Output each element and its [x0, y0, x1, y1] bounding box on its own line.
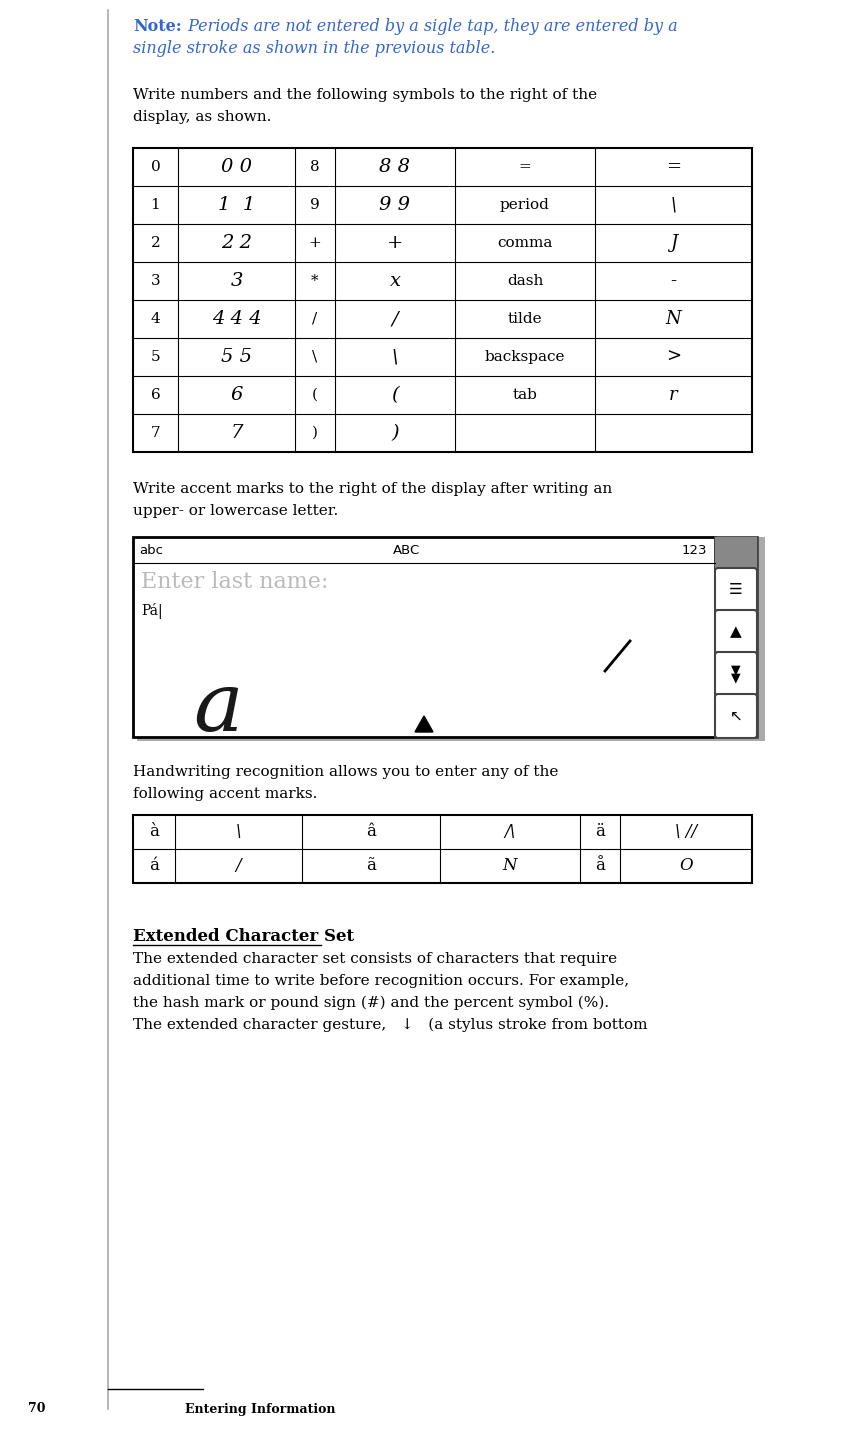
- Text: \: \: [313, 350, 318, 364]
- Text: 5: 5: [151, 350, 160, 364]
- Bar: [133, 537, 715, 737]
- Text: -: -: [670, 272, 676, 291]
- Text: 8 8: 8 8: [380, 158, 411, 176]
- Text: Handwriting recognition allows you to enter any of the: Handwriting recognition allows you to en…: [133, 766, 559, 778]
- Bar: [715, 537, 757, 737]
- Text: The extended character gesture,   ↓   (a stylus stroke from bottom: The extended character gesture, ↓ (a sty…: [133, 1017, 648, 1032]
- Text: *: *: [311, 273, 319, 288]
- Text: O: O: [680, 858, 692, 875]
- Text: 0: 0: [151, 160, 160, 174]
- Bar: [133, 814, 752, 884]
- Text: /: /: [236, 858, 242, 875]
- Text: ä: ä: [595, 823, 605, 840]
- Text: ): ): [312, 426, 318, 440]
- Text: Write numbers and the following symbols to the right of the: Write numbers and the following symbols …: [133, 88, 597, 102]
- Text: 5 5: 5 5: [221, 348, 252, 366]
- Text: period: period: [500, 199, 550, 212]
- Text: ↖: ↖: [729, 708, 742, 724]
- Text: r: r: [669, 386, 678, 404]
- Text: N: N: [503, 858, 518, 875]
- Text: a: a: [193, 668, 243, 748]
- Text: 6: 6: [231, 386, 243, 404]
- Text: dash: dash: [506, 273, 543, 288]
- Text: Extended Character Set: Extended Character Set: [133, 928, 354, 945]
- Text: 9: 9: [310, 199, 320, 212]
- Text: \: \: [392, 348, 399, 366]
- Text: ☰: ☰: [729, 583, 743, 597]
- Text: the hash mark or pound sign (#) and the percent symbol (%).: the hash mark or pound sign (#) and the …: [133, 996, 609, 1010]
- Bar: [137, 537, 765, 741]
- Text: 7: 7: [231, 425, 243, 442]
- Text: Pá|: Pá|: [141, 603, 163, 619]
- Text: +: +: [387, 235, 403, 252]
- Text: tab: tab: [512, 389, 537, 401]
- Text: 1  1: 1 1: [218, 196, 255, 214]
- Text: \ //: \ //: [675, 823, 697, 840]
- Text: 0 0: 0 0: [221, 158, 252, 176]
- FancyBboxPatch shape: [715, 652, 757, 696]
- Text: (: (: [312, 389, 318, 401]
- Text: 2: 2: [151, 236, 160, 250]
- Text: 1: 1: [151, 199, 160, 212]
- Text: 123: 123: [681, 544, 707, 557]
- Text: 7: 7: [151, 426, 160, 440]
- Text: Enter last name:: Enter last name:: [141, 571, 328, 593]
- Text: additional time to write before recognition occurs. For example,: additional time to write before recognit…: [133, 974, 629, 989]
- Text: comma: comma: [497, 236, 553, 250]
- Text: â: â: [366, 823, 376, 840]
- Text: /\: /\: [505, 823, 516, 840]
- Polygon shape: [415, 717, 433, 732]
- Text: The extended character set consists of characters that require: The extended character set consists of c…: [133, 953, 617, 966]
- Text: abc: abc: [139, 544, 163, 557]
- Text: =: =: [666, 158, 681, 176]
- Text: \: \: [236, 823, 242, 840]
- Text: x: x: [389, 272, 400, 291]
- Text: ▲: ▲: [730, 625, 742, 639]
- Bar: [133, 148, 752, 452]
- Text: ): ): [391, 425, 399, 442]
- FancyBboxPatch shape: [715, 610, 757, 653]
- Text: 3: 3: [231, 272, 243, 291]
- Text: /: /: [313, 312, 318, 327]
- Text: +: +: [309, 236, 321, 250]
- Text: >: >: [666, 348, 681, 366]
- Text: Entering Information: Entering Information: [185, 1403, 335, 1416]
- Text: 6: 6: [151, 389, 160, 401]
- Text: /: /: [392, 309, 399, 328]
- Text: 9 9: 9 9: [380, 196, 411, 214]
- Text: ▼: ▼: [731, 663, 740, 676]
- Text: ▼: ▼: [731, 672, 740, 685]
- Text: ã: ã: [366, 858, 376, 875]
- Text: upper- or lowercase letter.: upper- or lowercase letter.: [133, 504, 339, 518]
- Text: single stroke as shown in the previous table.: single stroke as shown in the previous t…: [133, 40, 495, 58]
- Text: following accent marks.: following accent marks.: [133, 787, 317, 802]
- Text: backspace: backspace: [485, 350, 566, 364]
- Text: 2 2: 2 2: [221, 235, 252, 252]
- FancyBboxPatch shape: [715, 694, 757, 738]
- Text: à: à: [149, 823, 159, 840]
- Text: á: á: [149, 858, 159, 875]
- Text: 4 4 4: 4 4 4: [212, 309, 261, 328]
- Text: tilde: tilde: [507, 312, 542, 327]
- Text: 8: 8: [310, 160, 320, 174]
- Text: (: (: [391, 386, 399, 404]
- Text: Write accent marks to the right of the display after writing an: Write accent marks to the right of the d…: [133, 482, 612, 496]
- Text: =: =: [518, 160, 531, 174]
- Text: 4: 4: [151, 312, 160, 327]
- Text: ABC: ABC: [393, 544, 420, 557]
- Text: 70: 70: [28, 1403, 45, 1416]
- Text: J: J: [670, 235, 677, 252]
- FancyBboxPatch shape: [715, 568, 757, 612]
- Text: å: å: [595, 858, 605, 875]
- Text: Periods are not entered by a sigle tap, they are entered by a: Periods are not entered by a sigle tap, …: [183, 19, 678, 35]
- Text: 3: 3: [151, 273, 160, 288]
- Text: Note:: Note:: [133, 19, 182, 35]
- Text: display, as shown.: display, as shown.: [133, 109, 272, 124]
- Text: N: N: [666, 309, 681, 328]
- Bar: [715, 537, 757, 568]
- Text: \: \: [670, 196, 676, 214]
